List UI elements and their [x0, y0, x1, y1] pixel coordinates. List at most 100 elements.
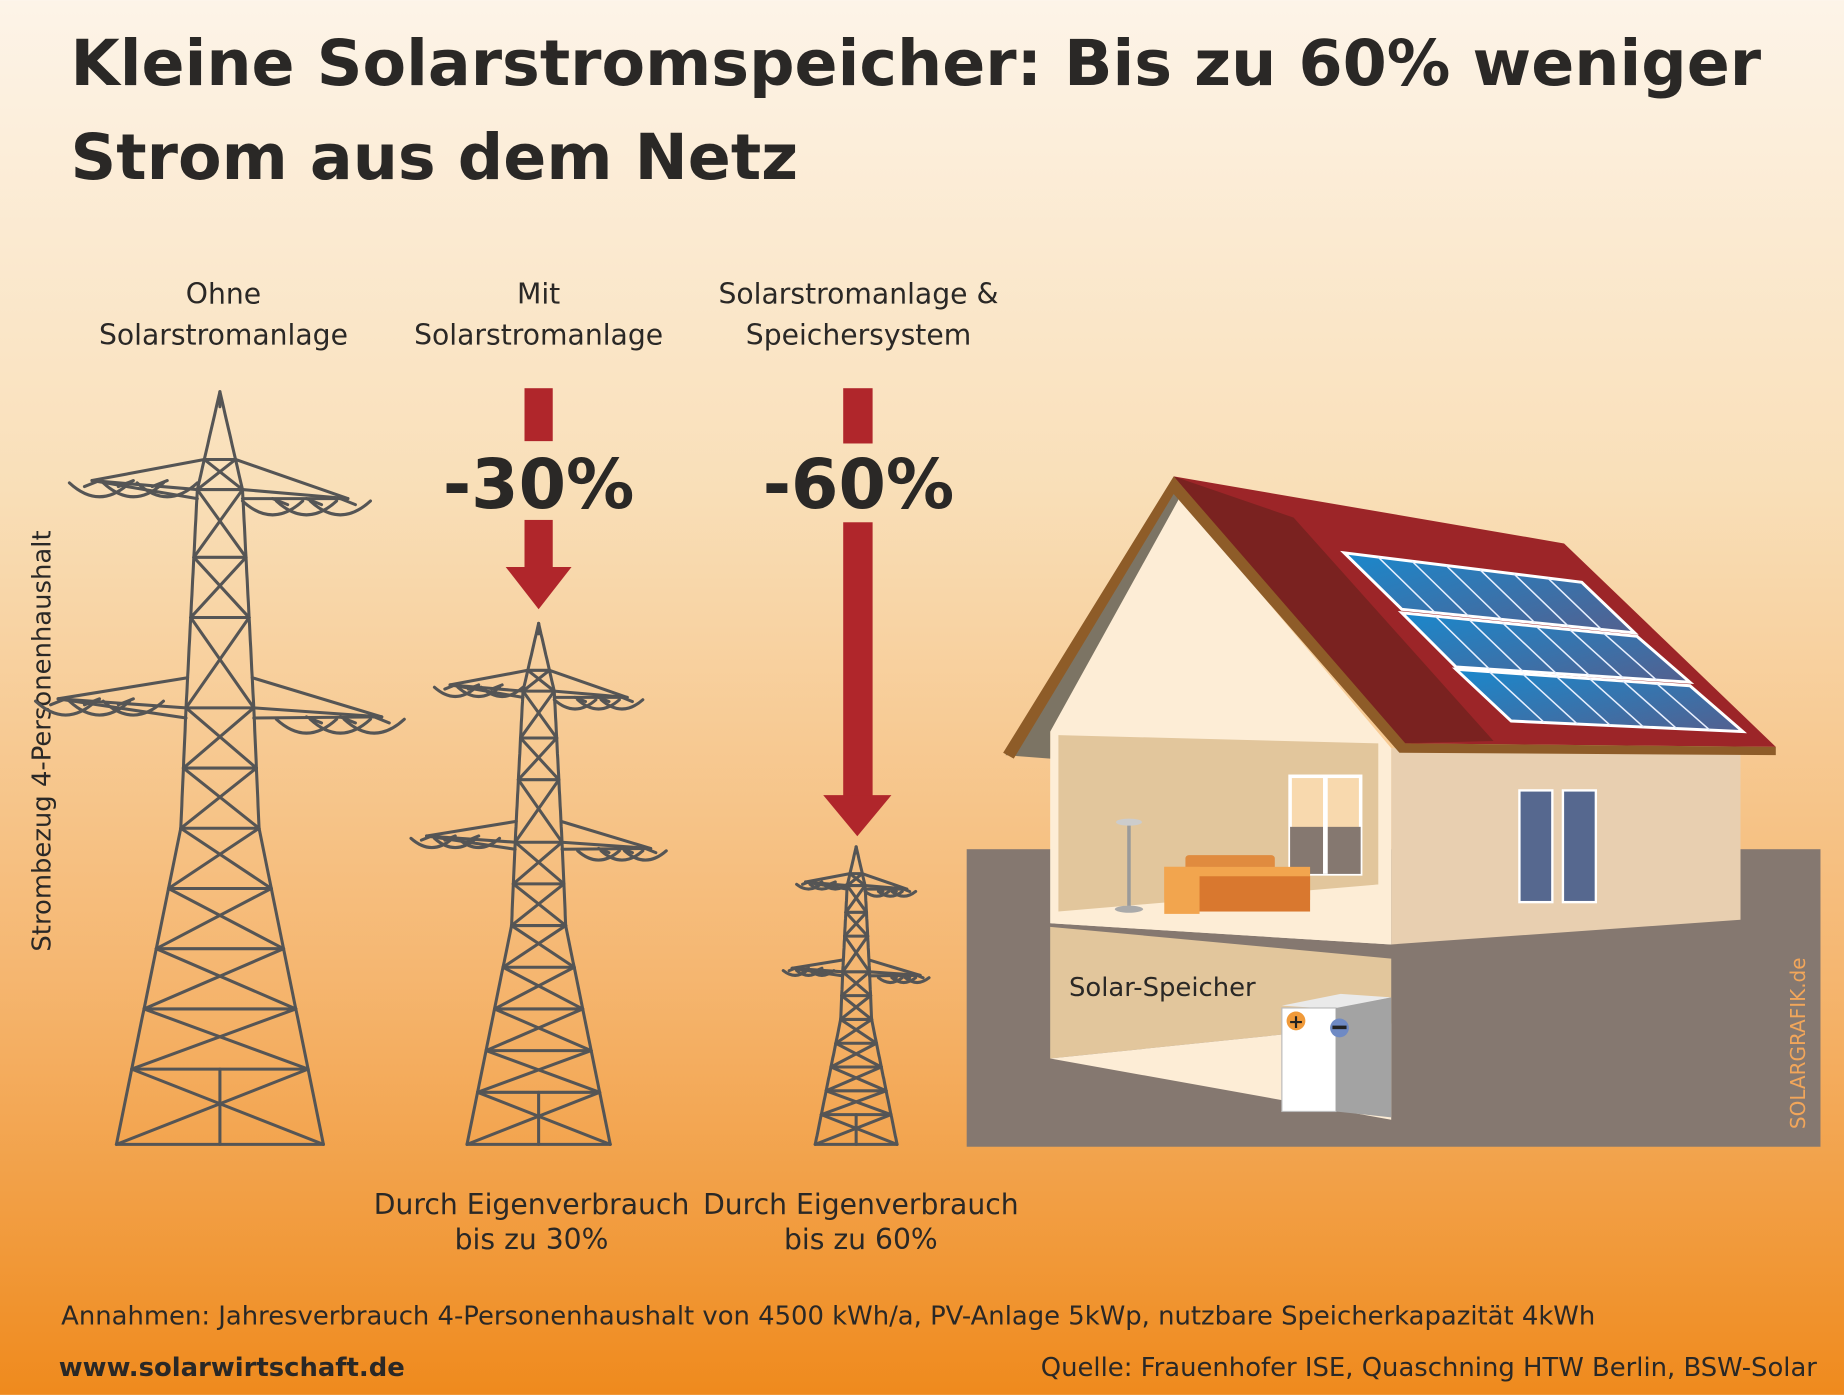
pylon-arm: [90, 457, 206, 483]
pylon-insulator: [808, 969, 836, 977]
reduction-60: -60%: [763, 446, 955, 525]
pylon-insulator: [808, 882, 836, 891]
pylon-arm: [252, 715, 384, 720]
solar-cell-divider: [1656, 682, 1711, 731]
pylon-without-solar: [33, 390, 406, 1146]
pylon-insulator: [821, 882, 849, 891]
pylon-insulator: [863, 889, 891, 898]
pylon-brace: [521, 689, 559, 740]
house-illustration: + Solar-Speicher SOLARGRAFIK.de: [966, 476, 1821, 1147]
pylon-brace: [192, 555, 251, 620]
arrow-minus-60: [823, 388, 892, 837]
pylon-brace: [511, 840, 564, 886]
pylon-brace: [484, 1007, 585, 1053]
pylon-insulator: [599, 849, 645, 862]
title-line-1: Kleine Solarstromspeicher: Bis zu 60% we…: [71, 26, 1762, 100]
pylon-insulator: [274, 717, 339, 735]
pylon-brace: [819, 1113, 899, 1146]
storage-label: Solar-Speicher: [1069, 973, 1256, 1003]
pylon-insulator: [623, 849, 668, 862]
pylon-brace: [501, 965, 585, 1011]
solar-cell-divider: [1479, 569, 1536, 624]
pylon-insulator: [443, 683, 457, 691]
pylon-brace: [813, 1113, 893, 1146]
pylon-insulator: [781, 969, 809, 977]
pylon-brace: [834, 1041, 883, 1069]
solar-cell-divider: [1602, 632, 1658, 681]
solar-cell-divider: [1535, 625, 1591, 677]
column-1-header-line-2: Solarstromanlage: [99, 319, 348, 352]
pylon-insulator: [466, 683, 481, 691]
pylon-insulator: [915, 973, 925, 980]
pylon-insulator: [338, 497, 357, 507]
pylon-arm: [804, 872, 852, 884]
pylon-brace: [142, 1007, 310, 1071]
pylon-insulator: [304, 497, 324, 507]
pylon-brace: [839, 1017, 878, 1045]
pylon-brace: [844, 884, 867, 914]
pylon-brace: [154, 947, 298, 1011]
pylon-insulator: [443, 834, 457, 842]
pylon-brace: [192, 488, 245, 559]
pylon-insulator: [876, 976, 904, 985]
pylon-brace: [476, 1090, 612, 1146]
solar-panel-row: [1451, 667, 1748, 734]
pylon-insulator: [902, 887, 912, 894]
pylon-brace: [465, 1090, 602, 1146]
pylon-brace: [843, 910, 868, 938]
pylon-brace: [179, 826, 273, 891]
pylon-arm: [860, 872, 909, 891]
source: Quelle: Frauenhofer ISE, Quaschning HTW …: [1041, 1353, 1818, 1383]
pylon-insulator: [304, 715, 324, 725]
pylon-insulator: [795, 969, 822, 977]
pylon-brace: [493, 1007, 593, 1053]
plus-icon: [1286, 1011, 1306, 1031]
pylon-arm: [425, 819, 518, 838]
pylon-insulator: [801, 880, 811, 886]
pylon-insulator: [875, 887, 885, 894]
pylon-insulator: [597, 846, 611, 855]
side-window: [1518, 789, 1554, 904]
solar-cell-divider: [1589, 678, 1645, 728]
pylon-arm: [547, 668, 629, 699]
pylon-brace: [521, 668, 551, 693]
pylon-insulator: [150, 479, 169, 489]
pylon-insulator: [101, 481, 165, 499]
solar-cell-divider: [1547, 577, 1602, 631]
solar-cell-divider: [1513, 573, 1569, 627]
pylon-brace: [476, 1049, 593, 1094]
pylon-insulator: [552, 698, 598, 711]
pylon-insulator: [456, 685, 502, 699]
pylon-brace: [840, 970, 872, 998]
pylon-insulator: [479, 685, 525, 699]
pylon-with-solar-and-storage: [781, 845, 931, 1146]
pylon-insulator: [795, 882, 822, 891]
pylon-insulator: [888, 887, 898, 894]
pylon-insulator: [599, 698, 645, 711]
pylon-brace: [829, 1065, 888, 1093]
pylon-arm: [448, 668, 530, 687]
pylon-insulator: [135, 481, 199, 499]
assumptions: Annahmen: Jahresverbrauch 4-Personenhaus…: [61, 1301, 1595, 1331]
solar-cell-divider: [1522, 673, 1578, 725]
pylon-brace: [184, 616, 251, 710]
pylon-insulator: [890, 889, 918, 898]
solar-cell-divider: [1622, 680, 1678, 730]
pylon-brace: [519, 689, 556, 740]
pylon-arm: [252, 706, 384, 719]
pylon-brace: [181, 706, 256, 770]
pylon-brace: [839, 994, 873, 1021]
pylon-brace: [845, 872, 864, 888]
pylon-insulator: [274, 499, 339, 517]
solar-cell-divider: [1445, 564, 1503, 620]
solar-panel-row: [1340, 550, 1639, 635]
website-link[interactable]: www.solarwirtschaft.de: [59, 1353, 405, 1383]
solar-cell-divider: [1488, 671, 1545, 724]
pylon-insulator: [116, 697, 135, 707]
pylon-insulator: [456, 836, 502, 850]
solar-cell-divider: [1468, 618, 1524, 672]
pylon-brace: [519, 736, 561, 782]
pylon-insulator: [82, 697, 102, 707]
arrow-minus-30: [505, 388, 572, 610]
svg-text:+: +: [1288, 1012, 1304, 1033]
